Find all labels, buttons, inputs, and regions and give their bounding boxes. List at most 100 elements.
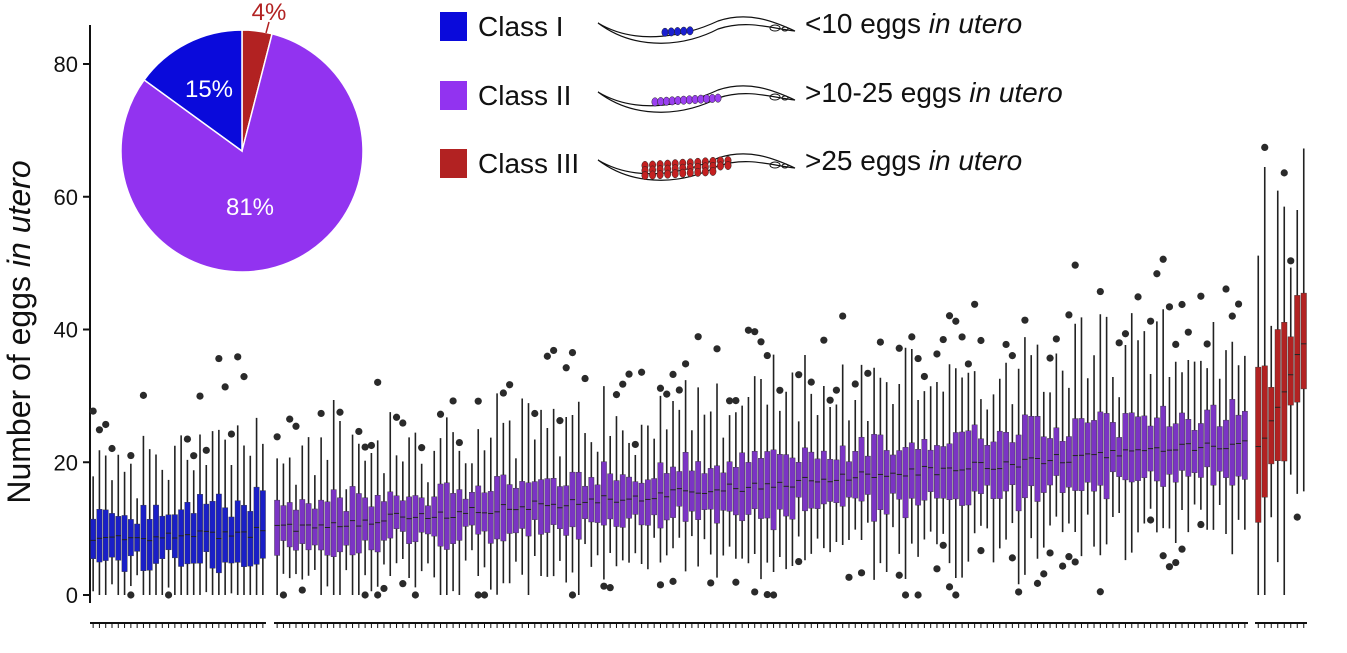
box-body xyxy=(1179,412,1185,471)
box-body xyxy=(852,451,859,499)
box-outlier xyxy=(1165,303,1174,311)
box-outlier xyxy=(895,344,903,352)
box-body xyxy=(418,497,425,533)
legend-swatch-class-iii xyxy=(440,149,467,178)
box-outlier xyxy=(292,422,300,430)
box-outlier xyxy=(1046,549,1054,557)
worm-body xyxy=(597,16,796,44)
worm-egg xyxy=(674,27,681,36)
worm-egg xyxy=(656,170,664,180)
box-body xyxy=(355,493,362,554)
box-outlier xyxy=(355,427,363,436)
box-body xyxy=(996,430,1003,499)
box-body xyxy=(726,461,733,512)
box-body xyxy=(764,451,771,519)
box-body xyxy=(1047,438,1053,486)
box-outlier xyxy=(732,578,740,586)
worm-egg xyxy=(708,94,716,103)
box-outlier xyxy=(361,443,369,451)
box-body xyxy=(632,481,639,515)
box-outlier xyxy=(920,372,928,381)
box-body xyxy=(783,454,790,517)
box-outlier xyxy=(1071,558,1079,566)
box-body xyxy=(1022,414,1028,499)
worm-egg xyxy=(671,169,679,179)
worm-egg xyxy=(657,97,665,107)
box-outlier xyxy=(707,579,715,587)
box-body xyxy=(324,501,331,556)
worm-egg xyxy=(664,169,672,179)
box-outlier xyxy=(977,336,985,345)
box-outlier xyxy=(619,380,627,388)
box-body xyxy=(399,500,406,532)
box-body xyxy=(222,507,229,563)
box-outlier xyxy=(215,354,223,363)
box-outlier xyxy=(939,541,947,549)
box-body xyxy=(1198,423,1204,478)
box-outlier xyxy=(795,557,803,566)
box-outlier xyxy=(568,591,577,599)
box-outlier xyxy=(1134,293,1142,301)
box-body xyxy=(946,443,953,501)
box-outlier xyxy=(480,591,489,599)
box-body xyxy=(1078,418,1085,491)
box-outlier xyxy=(474,591,482,599)
box-outlier xyxy=(826,396,834,404)
box-body xyxy=(990,441,997,499)
box-outlier xyxy=(952,317,960,325)
box-body xyxy=(215,493,222,574)
box-outlier xyxy=(1015,588,1023,596)
worm-egg xyxy=(709,166,717,176)
box-outlier xyxy=(279,591,288,599)
box-outlier xyxy=(663,390,671,398)
box-body xyxy=(550,478,557,525)
box-outlier xyxy=(656,384,665,392)
box-outlier xyxy=(625,370,633,378)
box-body xyxy=(877,434,884,510)
box-outlier xyxy=(669,577,677,585)
box-body xyxy=(613,480,620,527)
box-body xyxy=(1053,427,1060,476)
pie-label-class-ii: 81% xyxy=(226,194,274,221)
box-outlier xyxy=(751,588,759,596)
box-body xyxy=(1300,292,1307,390)
legend: Class I <10 eggs in utero Class II >10-2… xyxy=(440,8,1063,181)
box-body xyxy=(902,447,909,519)
box-body xyxy=(203,503,210,552)
box-body xyxy=(952,432,959,500)
box-body xyxy=(1204,409,1211,468)
box-outlier xyxy=(952,591,960,599)
box-body xyxy=(412,495,419,543)
box-body xyxy=(337,497,343,553)
box-outlier xyxy=(317,409,325,418)
box-body xyxy=(121,515,128,572)
box-body xyxy=(165,514,172,551)
box-outlier xyxy=(1052,335,1060,343)
legend-item-class-ii: Class II >10-25 eggs in utero xyxy=(440,77,1063,113)
box-outlier xyxy=(1172,340,1180,349)
box-outlier xyxy=(139,391,148,399)
box-body xyxy=(311,508,318,546)
box-outlier xyxy=(581,374,589,383)
box-body xyxy=(1040,436,1047,493)
box-outlier xyxy=(298,586,306,594)
legend-desc-prefix-class-ii: >10-25 eggs xyxy=(805,77,969,108)
box-body xyxy=(940,446,947,499)
legend-item-class-iii: Class III >25 eggs in utero xyxy=(440,145,1022,181)
box-outlier xyxy=(945,583,954,591)
box-body xyxy=(1028,416,1035,487)
box-body xyxy=(1172,423,1179,483)
box-body xyxy=(745,462,752,515)
legend-item-class-i: Class I <10 eggs in utero xyxy=(440,8,1022,44)
box-body xyxy=(921,439,928,501)
box-body xyxy=(425,505,431,535)
box-outlier xyxy=(399,580,407,588)
box-body xyxy=(588,477,595,523)
box-outlier xyxy=(474,397,482,405)
box-body xyxy=(362,497,368,541)
box-body xyxy=(619,474,626,528)
box-outlier xyxy=(1234,300,1243,308)
box-outlier xyxy=(164,591,173,599)
box-body xyxy=(1229,399,1236,486)
box-body xyxy=(1091,420,1097,492)
